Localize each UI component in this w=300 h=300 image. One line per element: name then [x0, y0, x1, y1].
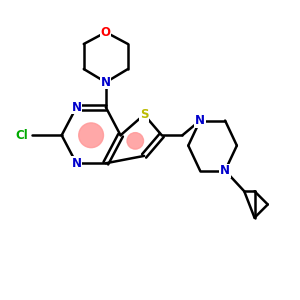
Text: N: N [71, 101, 81, 114]
Text: N: N [101, 76, 111, 89]
Circle shape [79, 123, 104, 148]
Circle shape [127, 133, 143, 149]
Text: O: O [101, 26, 111, 39]
Text: S: S [140, 108, 148, 121]
Text: N: N [220, 164, 230, 177]
Text: Cl: Cl [16, 129, 28, 142]
Text: N: N [195, 114, 205, 127]
Text: N: N [71, 157, 81, 170]
